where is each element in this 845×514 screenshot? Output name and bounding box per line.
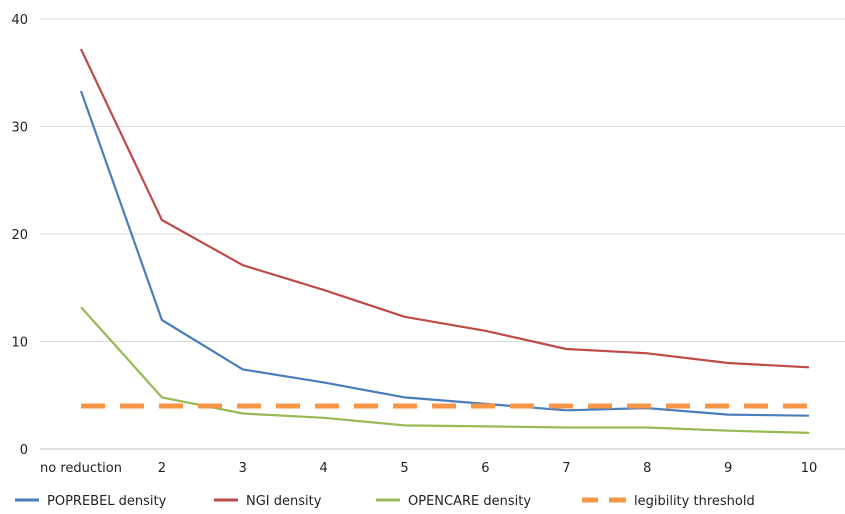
x-tick-label: 9 — [724, 461, 732, 476]
y-axis-ticks: 0 10 20 30 40 — [11, 13, 28, 458]
x-tick-label: 2 — [158, 461, 166, 476]
x-axis-ticks: no reduction 2 3 4 5 6 7 8 9 10 — [40, 461, 817, 476]
series-line-poprebel-density — [79, 90, 810, 417]
legend-label: OPENCARE density — [408, 494, 531, 509]
series-line-opencare-density — [80, 306, 810, 434]
x-tick-label: 8 — [643, 461, 651, 476]
legend-label: POPREBEL density — [47, 494, 167, 509]
series-line-ngi-density — [80, 48, 810, 369]
x-tick-label: 6 — [481, 461, 489, 476]
y-tick-label: 30 — [11, 121, 28, 136]
series-lines — [79, 48, 810, 434]
legend-label: legibility threshold — [634, 494, 755, 509]
y-tick-label: 40 — [11, 13, 28, 28]
y-tick-label: 10 — [11, 336, 28, 351]
x-tick-label: no reduction — [40, 461, 122, 476]
gridlines — [40, 18, 845, 450]
x-tick-label: 7 — [562, 461, 570, 476]
y-tick-label: 0 — [20, 443, 28, 458]
y-tick-label: 20 — [11, 228, 28, 243]
x-tick-label: 3 — [239, 461, 247, 476]
x-tick-label: 4 — [320, 461, 328, 476]
legend-label: NGI density — [246, 494, 322, 509]
legend: POPREBEL density NGI density OPENCARE dens… — [15, 494, 755, 509]
x-tick-label: 10 — [801, 461, 818, 476]
x-tick-label: 5 — [400, 461, 408, 476]
